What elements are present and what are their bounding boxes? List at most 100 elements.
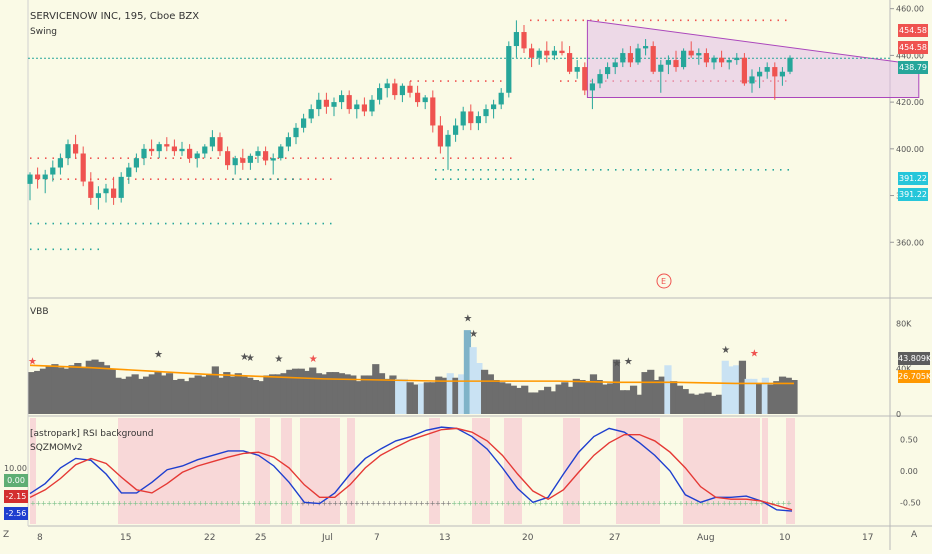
volume-bar bbox=[148, 374, 156, 414]
candle-body bbox=[225, 151, 231, 166]
volume-star: ★ bbox=[612, 359, 621, 370]
volume-bar bbox=[704, 392, 712, 414]
volume-bar bbox=[28, 372, 36, 414]
corner-a[interactable]: A bbox=[911, 530, 918, 540]
time-axis-label: 8 bbox=[37, 533, 43, 543]
squeeze-dot: + bbox=[154, 499, 160, 507]
squeeze-dot: + bbox=[359, 499, 365, 507]
volume-bar bbox=[337, 373, 345, 414]
squeeze-dot: + bbox=[100, 499, 106, 507]
squeeze-dot: + bbox=[30, 499, 36, 507]
candle-body bbox=[361, 104, 367, 112]
chart-subtitle: Swing bbox=[30, 27, 57, 37]
price-tag-second: 454.58 bbox=[898, 41, 928, 54]
time-axis-label: 25 bbox=[255, 533, 266, 543]
volume-bar bbox=[34, 370, 42, 414]
volume-bar bbox=[131, 374, 139, 414]
volume-bar bbox=[463, 330, 472, 414]
candle-body bbox=[171, 146, 177, 152]
volume-bar bbox=[366, 375, 374, 414]
candle-body bbox=[673, 60, 679, 68]
volume-bar bbox=[761, 377, 769, 414]
squeeze-dot: + bbox=[41, 499, 47, 507]
squeeze-dot: + bbox=[629, 499, 635, 507]
volume-bar bbox=[332, 372, 340, 414]
volume-bar bbox=[475, 363, 483, 414]
volume-bar bbox=[320, 374, 328, 414]
volume-bar bbox=[750, 378, 758, 414]
volume-bar bbox=[125, 376, 133, 414]
squeeze-dot: + bbox=[770, 499, 776, 507]
volume-bar bbox=[687, 393, 695, 414]
candle-body bbox=[529, 48, 535, 58]
squeeze-dot: + bbox=[370, 499, 376, 507]
volume-bar bbox=[314, 373, 323, 414]
squeeze-dot: + bbox=[716, 499, 722, 507]
squeeze-dot: + bbox=[127, 499, 133, 507]
time-axis-label: Jul bbox=[321, 533, 333, 543]
volume-bar bbox=[423, 382, 431, 414]
squeeze-dot: + bbox=[365, 499, 371, 507]
time-axis-label: 15 bbox=[120, 533, 131, 543]
squeeze-dot: + bbox=[570, 499, 576, 507]
volume-bar bbox=[635, 394, 643, 414]
rsi-background-band bbox=[255, 418, 270, 524]
time-axis-label: 7 bbox=[374, 533, 380, 543]
volume-bar bbox=[756, 383, 764, 414]
volume-bar bbox=[647, 369, 655, 414]
earnings-marker-label: E bbox=[661, 277, 666, 286]
candle-body bbox=[209, 137, 215, 147]
squeeze-dot: + bbox=[705, 499, 711, 507]
candle-body bbox=[597, 74, 603, 84]
osc-left-tick-label: 10.00 bbox=[4, 464, 27, 473]
candle-body bbox=[323, 99, 329, 107]
volume-star: ★ bbox=[624, 356, 633, 367]
candle-body bbox=[521, 32, 527, 49]
volume-bar bbox=[503, 383, 512, 414]
squeeze-dot: + bbox=[392, 499, 398, 507]
candle-body bbox=[316, 99, 322, 110]
candle-body bbox=[156, 144, 162, 152]
candle-body bbox=[643, 46, 649, 49]
squeeze-dot: + bbox=[219, 499, 225, 507]
squeeze-dot: + bbox=[354, 499, 360, 507]
volume-bar bbox=[561, 382, 569, 414]
osc-tag-c: -2.56 bbox=[4, 507, 28, 520]
volume-bar bbox=[440, 377, 449, 414]
volume-bar bbox=[85, 360, 93, 414]
squeeze-dot: + bbox=[710, 499, 716, 507]
candle-body bbox=[57, 158, 63, 168]
candle-body bbox=[567, 53, 573, 72]
squeeze-dot: + bbox=[257, 499, 263, 507]
squeeze-dot: + bbox=[165, 499, 171, 507]
rsi-background-band bbox=[683, 418, 760, 524]
volume-bar bbox=[263, 375, 271, 414]
rsi-pane-label: [astropark] RSI background bbox=[30, 429, 154, 439]
volume-bar bbox=[778, 376, 787, 414]
squeeze-dot: + bbox=[381, 499, 387, 507]
volume-bar bbox=[670, 381, 678, 414]
squeeze-dot: + bbox=[224, 499, 230, 507]
volume-bar bbox=[246, 377, 254, 414]
squeeze-dot: + bbox=[35, 499, 41, 507]
candle-body bbox=[734, 57, 740, 61]
corner-z[interactable]: Z bbox=[3, 530, 10, 540]
rsi-background-band bbox=[300, 418, 340, 524]
squeeze-dot: + bbox=[343, 499, 349, 507]
squeeze-dot: + bbox=[197, 499, 203, 507]
squeeze-dot: + bbox=[678, 499, 684, 507]
candle-body bbox=[95, 193, 101, 198]
squeeze-dot: + bbox=[106, 499, 112, 507]
volume-star: ★ bbox=[274, 354, 283, 365]
candle-body bbox=[506, 46, 512, 93]
squeeze-dot: + bbox=[581, 499, 587, 507]
squeeze-dot: + bbox=[575, 499, 581, 507]
candle-body bbox=[453, 125, 459, 135]
volume-bar bbox=[738, 360, 747, 414]
squeeze-dot: + bbox=[214, 499, 220, 507]
squeeze-dot: + bbox=[84, 499, 90, 507]
volume-bar bbox=[188, 377, 197, 414]
volume-bar bbox=[652, 380, 661, 414]
